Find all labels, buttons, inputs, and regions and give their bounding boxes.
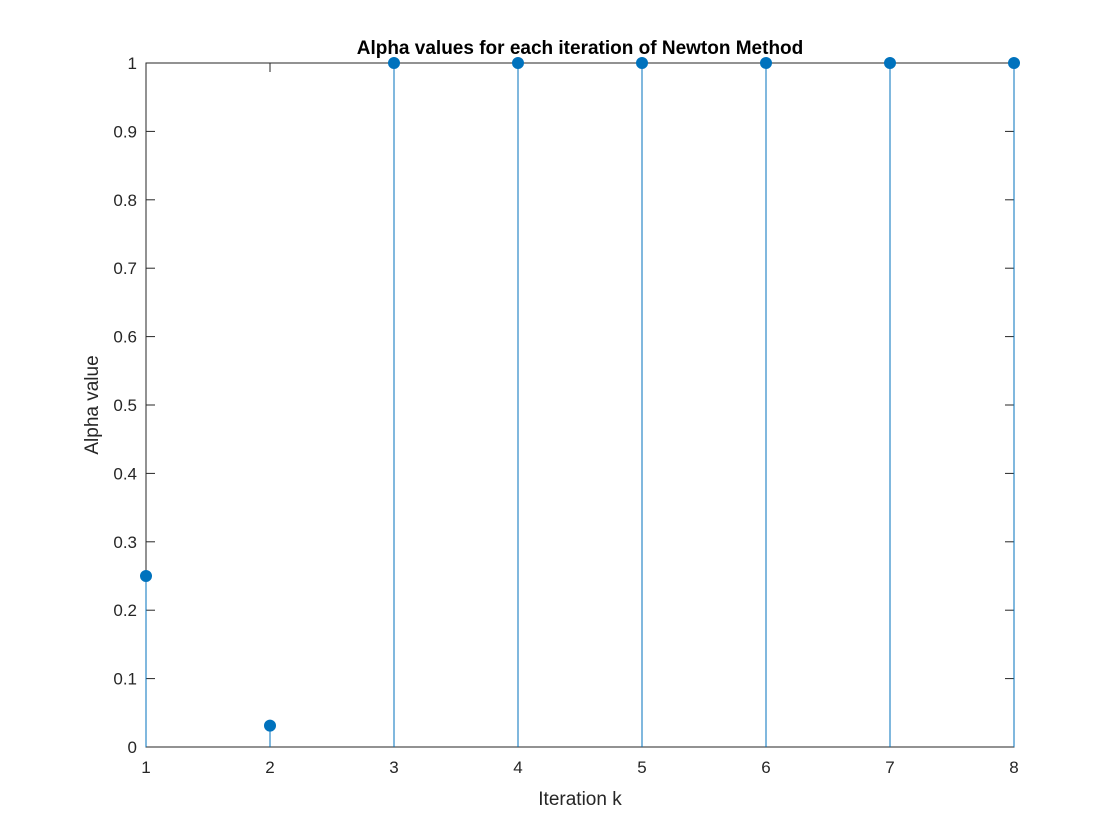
y-tick-label: 0.5 [113,396,137,415]
y-tick-label: 1 [128,54,137,73]
y-axis-label: Alpha value [82,355,103,454]
y-tick-label: 0.6 [113,328,137,347]
x-tick-label: 8 [1009,758,1018,777]
x-tick-label: 1 [141,758,150,777]
y-tick-label: 0.4 [113,464,137,483]
stem-marker [264,719,276,732]
x-tick-label: 6 [761,758,770,777]
y-tick-label: 0.1 [113,670,137,689]
stem-marker [884,57,896,69]
y-tick-label: 0.2 [113,601,137,620]
chart-title: Alpha values for each iteration of Newto… [357,38,804,59]
x-tick-label: 4 [513,758,522,777]
x-tick-label: 5 [637,758,646,777]
stem-marker [636,57,648,69]
y-tick-label: 0.7 [113,259,137,278]
stem-series [140,57,1020,747]
x-tick-label: 3 [389,758,398,777]
y-tick-label: 0.8 [113,191,137,210]
stem-marker [760,57,772,69]
stem-marker [388,57,400,69]
stem-marker [1008,57,1020,69]
y-tick-label: 0.3 [113,533,137,552]
x-tick-label: 7 [885,758,894,777]
stem-marker [512,57,524,69]
x-tick-label: 2 [265,758,274,777]
x-axis-label: Iteration k [538,789,622,810]
stem-marker [140,570,152,582]
y-tick-label: 0.9 [113,122,137,141]
y-tick-label: 0 [128,738,137,757]
